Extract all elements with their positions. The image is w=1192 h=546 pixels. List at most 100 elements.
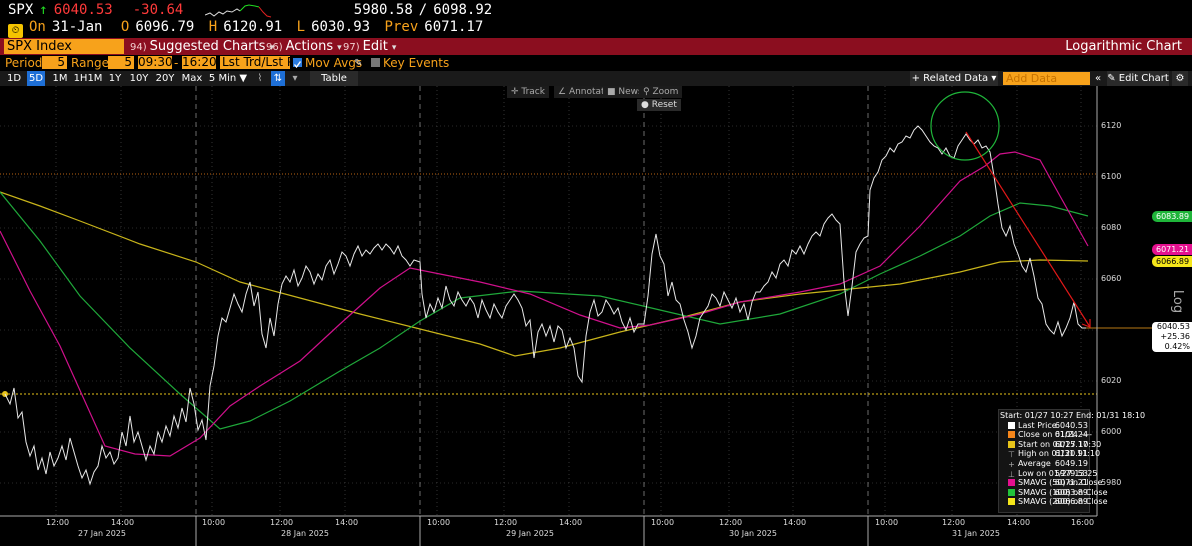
- menu-number: 97): [343, 42, 360, 53]
- pencil-icon[interactable]: ✎: [354, 58, 363, 69]
- market-gauge-icon[interactable]: ⏲: [8, 24, 23, 38]
- track-label: Track: [521, 87, 545, 97]
- table-button[interactable]: Table: [310, 71, 358, 86]
- legend-swatch: [1008, 479, 1015, 487]
- price-type-select[interactable]: Lst Trd/Lst P:: [220, 56, 290, 69]
- legend-label: SMAVG (50) on Close: [1018, 478, 1103, 488]
- line-chart-icon[interactable]: ⌇: [257, 73, 263, 84]
- legend-label: Average: [1018, 458, 1051, 468]
- range-input[interactable]: 5: [108, 56, 134, 69]
- news-button[interactable]: ■ News: [603, 86, 647, 98]
- legend-header: Start: 01/27 10:27 End: 01/31 18:10: [1000, 411, 1146, 420]
- y-tick: 6100: [1101, 172, 1122, 181]
- gear-icon[interactable]: ⚙: [1172, 71, 1188, 86]
- mov-avgs-label: Mov Avgs: [305, 56, 363, 70]
- caret-down-icon: ▾: [337, 43, 342, 53]
- day-label: 29 Jan 2025: [506, 529, 554, 538]
- legend-row: ⊥ Low on 01/27 13:25 5979.53: [1002, 469, 1097, 479]
- y-tick: 6120: [1101, 121, 1122, 130]
- last-price-tag-value: 6040.53: [1156, 322, 1190, 331]
- range-max-button[interactable]: Max: [181, 73, 203, 84]
- ticker: SPX: [8, 2, 34, 18]
- period-input[interactable]: 5: [42, 56, 67, 69]
- day-label: 28 Jan 2025: [281, 529, 329, 538]
- interval-select[interactable]: 5 Min ▼: [208, 73, 248, 84]
- range-1m-button[interactable]: 1M: [52, 73, 68, 84]
- end-time-input[interactable]: 16:20: [182, 55, 217, 69]
- quote-date: 31-Jan: [51, 19, 103, 35]
- actions-menu[interactable]: 96) Actions ▾: [266, 39, 342, 54]
- range-1h1m-button[interactable]: 1H1M: [73, 73, 103, 84]
- chart-legend[interactable]: Start: 01/27 10:27 End: 01/31 18:10 Last…: [998, 409, 1146, 513]
- zoom-label: Zoom: [652, 87, 679, 97]
- collapse-button[interactable]: «: [1094, 73, 1102, 84]
- last-price-tag-change: +25.36: [1160, 332, 1190, 341]
- last-price-tag-pct: 0.42%: [1164, 342, 1190, 351]
- legend-swatch: [1008, 421, 1015, 429]
- menu-label: Actions: [285, 39, 334, 54]
- x-tick: 10:00: [202, 518, 226, 527]
- x-tick: 10:00: [651, 518, 675, 527]
- x-tick: 12:00: [270, 518, 294, 527]
- suggested-charts-menu[interactable]: 94) Suggested Charts ▾: [130, 39, 274, 54]
- chart-title: Logarithmic Chart: [1065, 39, 1182, 54]
- legend-row: SMAVG (50) on Close 6071.21: [1002, 478, 1102, 488]
- caret-down-icon: ▾: [269, 43, 274, 53]
- legend-label: High on 01/31 11:10: [1018, 449, 1101, 459]
- sparkline-icon: [205, 4, 272, 18]
- chart-type-dropdown[interactable]: ▾: [292, 73, 298, 84]
- range-1y-button[interactable]: 1Y: [108, 73, 122, 84]
- day-label: 27 Jan 2025: [78, 529, 126, 538]
- range-10y-button[interactable]: 10Y: [129, 73, 149, 84]
- y-tick: 6060: [1101, 274, 1122, 283]
- x-tick: 14:00: [1007, 518, 1031, 527]
- range-separator: /: [418, 2, 428, 18]
- last-price: 6040.53: [53, 2, 113, 18]
- start-time-input[interactable]: 09:30: [138, 55, 173, 69]
- track-button[interactable]: ✛ Track: [507, 86, 549, 98]
- legend-value: 6049.19: [1054, 458, 1088, 468]
- news-icon: ■: [607, 87, 619, 97]
- crosshair-icon: ✛: [511, 87, 522, 97]
- bar-chart-icon[interactable]: ⇅: [271, 71, 285, 86]
- caret-down-icon: ▾: [391, 43, 397, 53]
- reset-icon: ●: [641, 100, 652, 110]
- low-value: 6030.93: [311, 19, 371, 35]
- low-marker-icon: ⊥: [1008, 469, 1015, 479]
- log-scale-label: Log: [1170, 289, 1186, 314]
- period-row: Period 5 Range 5 09:30 - 16:20 Lst Trd/L…: [0, 55, 1192, 71]
- edit-chart-button[interactable]: ✎ Edit Chart: [1107, 71, 1169, 86]
- reset-button[interactable]: ● Reset: [637, 99, 681, 111]
- annotate-label: Annotate: [568, 87, 611, 97]
- range-label: Range: [71, 56, 110, 70]
- legend-label: Close on 01/24 ----: [1018, 430, 1092, 440]
- security-input[interactable]: SPX Index: [4, 39, 124, 54]
- low-label: L: [296, 19, 306, 35]
- range-low: 5980.58: [353, 2, 413, 18]
- related-data-button[interactable]: + Related Data ▾: [910, 71, 998, 86]
- prev-value: 6071.17: [424, 19, 484, 35]
- magnifier-icon: ⚲: [643, 87, 653, 97]
- annotate-icon: ∠: [558, 87, 569, 97]
- range-20y-button[interactable]: 20Y: [155, 73, 175, 84]
- legend-row: Close on 01/24 ---- 6101.24: [1002, 430, 1092, 440]
- legend-swatch: [1008, 431, 1015, 439]
- chart-canvas[interactable]: [0, 86, 1192, 546]
- price-chart[interactable]: ✛ Track ∠ Annotate ■ News ⚲ Zoom ● Reset…: [0, 86, 1192, 546]
- legend-row: Start on 01/27 10:30 6015.17: [1002, 440, 1101, 450]
- legend-swatch: [1008, 488, 1015, 496]
- key-events-checkbox[interactable]: [371, 58, 380, 67]
- zoom-button[interactable]: ⚲ Zoom: [639, 86, 683, 98]
- y-tick: 6080: [1101, 223, 1122, 232]
- edit-menu[interactable]: 97) Edit ▾: [343, 39, 396, 54]
- sma50-tag: 6071.21: [1152, 244, 1192, 255]
- add-data-input[interactable]: Add Data: [1003, 72, 1090, 85]
- annotate-button[interactable]: ∠ Annotate: [554, 86, 615, 98]
- prev-label: Prev: [384, 19, 419, 35]
- range-1d-button[interactable]: 1D: [6, 73, 22, 84]
- last-price-tag: 6040.53 +25.36 0.42%: [1152, 322, 1192, 352]
- mov-avgs-checkbox[interactable]: [293, 58, 302, 69]
- legend-value: 6071.21: [1054, 478, 1088, 488]
- x-tick: 12:00: [46, 518, 70, 527]
- range-5d-button[interactable]: 5D: [27, 71, 45, 86]
